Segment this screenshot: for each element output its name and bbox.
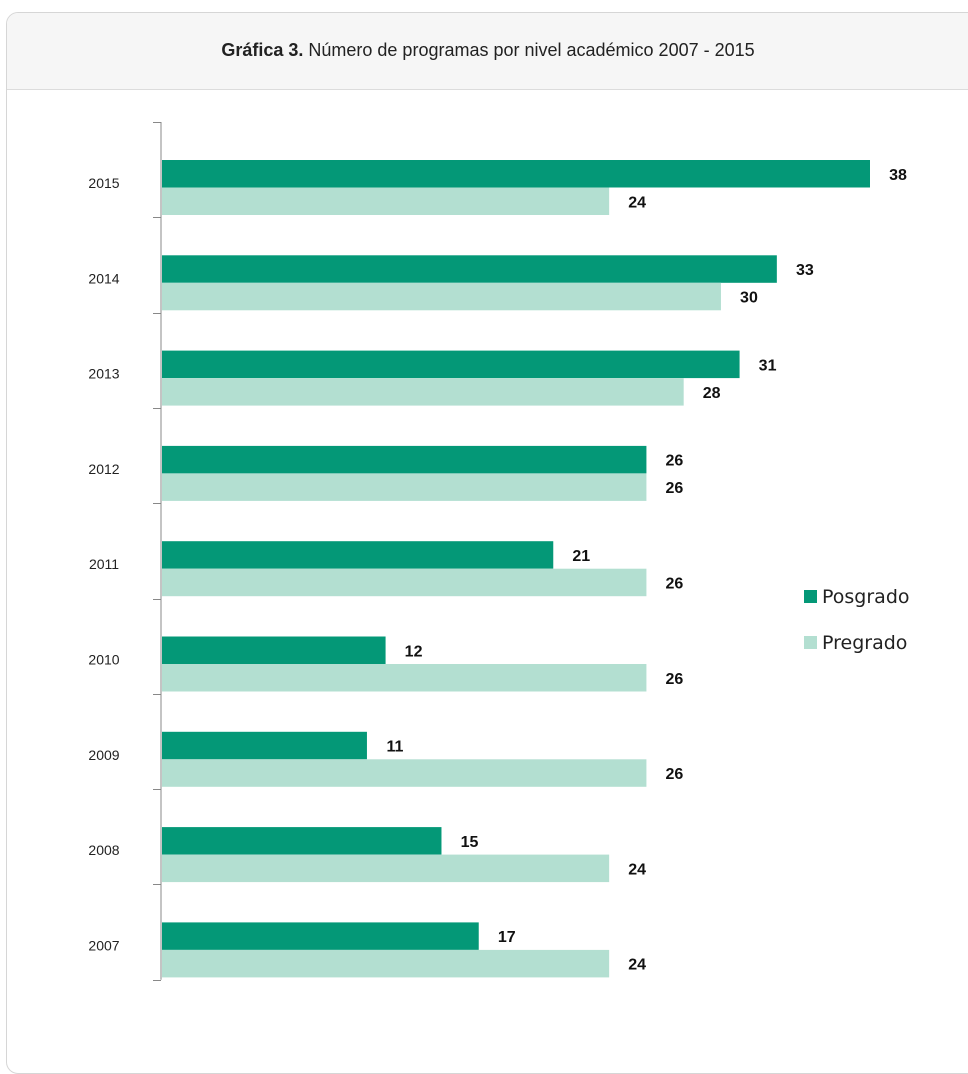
value-label-pregrado-2012: 26 — [666, 480, 684, 497]
legend-swatch-pregrado — [804, 636, 817, 649]
bar-pregrado-2009 — [162, 759, 647, 787]
value-label-pregrado-2008: 24 — [628, 861, 646, 878]
bar-posgrado-2014 — [162, 255, 777, 283]
category-label-2007: 2007 — [88, 937, 119, 953]
bar-posgrado-2015 — [162, 160, 870, 188]
category-label-2011: 2011 — [89, 556, 119, 572]
bar-posgrado-2008 — [162, 827, 442, 855]
chart-title: Gráfica 3. Número de programas por nivel… — [7, 40, 968, 61]
bar-posgrado-2007 — [162, 922, 479, 950]
bar-pregrado-2011 — [162, 568, 647, 597]
value-label-pregrado-2007: 24 — [628, 957, 646, 974]
value-label-posgrado-2011: 21 — [572, 548, 590, 565]
chart-header: Gráfica 3. Número de programas por nivel… — [7, 13, 968, 90]
value-label-pregrado-2011: 26 — [666, 575, 684, 592]
bar-pregrado-2014 — [162, 282, 721, 311]
category-label-2008: 2008 — [88, 842, 119, 858]
category-label-2009: 2009 — [88, 747, 119, 763]
bar-posgrado-2011 — [162, 541, 554, 569]
bar-pregrado-2013 — [162, 378, 684, 406]
value-label-posgrado-2007: 17 — [498, 929, 516, 946]
bar-pregrado-2007 — [162, 949, 610, 978]
legend-label-posgrado: Posgrado — [822, 586, 910, 608]
value-label-posgrado-2008: 15 — [461, 834, 479, 851]
value-label-pregrado-2015: 24 — [628, 194, 646, 211]
category-label-2012: 2012 — [88, 461, 119, 477]
value-label-pregrado-2014: 30 — [740, 290, 758, 307]
bar-posgrado-2009 — [162, 731, 367, 760]
category-label-2015: 2015 — [88, 175, 119, 191]
bar-pregrado-2015 — [162, 187, 610, 215]
bar-pregrado-2010 — [162, 664, 647, 692]
bar-posgrado-2012 — [162, 445, 647, 474]
category-label-2013: 2013 — [88, 366, 119, 382]
value-label-pregrado-2010: 26 — [666, 671, 684, 688]
value-label-pregrado-2009: 26 — [666, 766, 684, 783]
value-label-posgrado-2015: 38 — [889, 167, 907, 184]
legend-swatch-posgrado — [804, 590, 817, 603]
category-label-2010: 2010 — [88, 652, 119, 668]
value-label-posgrado-2013: 31 — [759, 357, 777, 374]
bar-posgrado-2010 — [162, 636, 386, 664]
value-label-posgrado-2014: 33 — [796, 262, 814, 279]
category-label-2014: 2014 — [88, 270, 119, 286]
value-label-posgrado-2009: 11 — [386, 739, 403, 756]
legend-label-pregrado: Pregrado — [822, 632, 907, 654]
value-label-pregrado-2013: 28 — [703, 385, 721, 402]
bar-posgrado-2013 — [162, 350, 740, 379]
bar-pregrado-2008 — [162, 854, 610, 883]
value-label-posgrado-2010: 12 — [405, 643, 423, 660]
chart-title-rest: Número de programas por nivel académico … — [303, 40, 755, 60]
bar-pregrado-2012 — [162, 473, 647, 501]
bar-chart: 2015 38 24 2014 33 30 2013 31 28 2012 26 26 2011 21 26… — [88, 122, 910, 981]
chart-title-bold: Gráfica 3. — [221, 40, 304, 60]
value-label-posgrado-2012: 26 — [666, 453, 684, 470]
